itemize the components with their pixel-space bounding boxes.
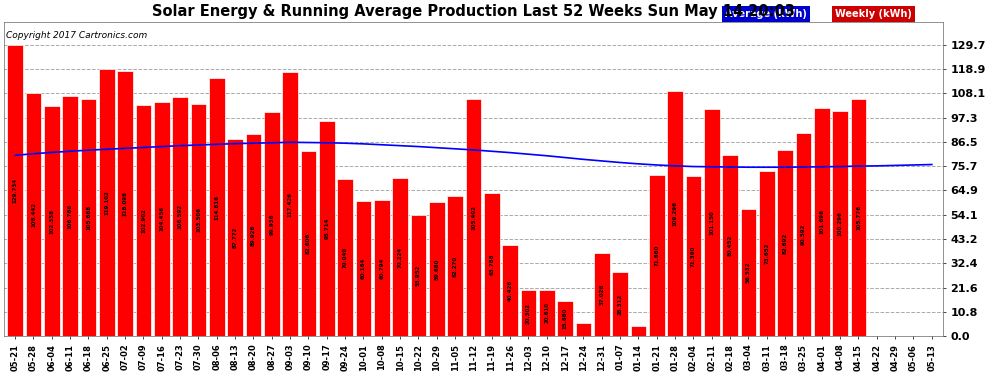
Bar xyxy=(209,78,225,336)
Bar xyxy=(521,291,537,336)
Text: 40.426: 40.426 xyxy=(508,280,513,301)
Text: 63.788: 63.788 xyxy=(489,254,494,275)
Bar xyxy=(557,301,573,336)
Text: 119.102: 119.102 xyxy=(104,190,109,215)
Text: 60.794: 60.794 xyxy=(379,257,384,279)
Bar xyxy=(539,290,554,336)
Bar xyxy=(833,111,848,336)
Text: 20.302: 20.302 xyxy=(526,303,531,324)
Text: 105.776: 105.776 xyxy=(856,205,861,230)
Text: 20.610: 20.610 xyxy=(544,302,549,323)
Bar xyxy=(667,91,683,336)
Bar xyxy=(594,253,610,336)
Bar xyxy=(447,196,463,336)
Text: 28.312: 28.312 xyxy=(618,294,623,315)
Text: 15.680: 15.680 xyxy=(562,308,567,329)
Text: 118.098: 118.098 xyxy=(123,191,128,216)
Bar xyxy=(7,45,23,336)
Bar xyxy=(411,215,427,336)
Text: 106.766: 106.766 xyxy=(67,204,72,229)
Bar xyxy=(154,102,169,336)
Text: 103.506: 103.506 xyxy=(196,207,201,232)
Bar xyxy=(741,209,756,336)
Text: 102.902: 102.902 xyxy=(141,208,146,233)
Text: 37.026: 37.026 xyxy=(599,284,604,305)
Bar xyxy=(118,71,133,336)
Text: 109.296: 109.296 xyxy=(672,201,678,226)
Text: 71.660: 71.660 xyxy=(654,245,659,266)
Bar xyxy=(264,112,279,336)
Title: Solar Energy & Running Average Production Last 52 Weeks Sun May 14 20:03: Solar Energy & Running Average Productio… xyxy=(152,4,795,19)
Bar xyxy=(850,99,866,336)
Text: 53.952: 53.952 xyxy=(416,265,421,286)
Text: Copyright 2017 Cartronics.com: Copyright 2017 Cartronics.com xyxy=(6,31,148,40)
Bar xyxy=(796,133,811,336)
Bar xyxy=(392,178,408,336)
Bar xyxy=(191,104,206,336)
Bar xyxy=(613,273,628,336)
Bar xyxy=(26,93,42,336)
Bar xyxy=(631,326,646,336)
Text: Weekly (kWh): Weekly (kWh) xyxy=(835,9,912,19)
Text: 114.816: 114.816 xyxy=(214,195,220,220)
Text: 101.150: 101.150 xyxy=(709,210,715,235)
Bar xyxy=(81,99,96,336)
Bar xyxy=(228,139,243,336)
Text: 90.592: 90.592 xyxy=(801,224,806,245)
Text: 82.606: 82.606 xyxy=(306,233,311,254)
Bar xyxy=(704,109,720,336)
Bar xyxy=(338,179,353,336)
Text: 87.772: 87.772 xyxy=(233,227,238,248)
Text: 73.652: 73.652 xyxy=(764,243,769,264)
Text: 99.936: 99.936 xyxy=(269,213,274,235)
Bar xyxy=(319,121,335,336)
Text: 129.734: 129.734 xyxy=(13,178,18,203)
Text: 62.270: 62.270 xyxy=(452,256,457,277)
Text: 106.592: 106.592 xyxy=(177,204,183,229)
Bar xyxy=(99,69,115,336)
Text: Average (kWh): Average (kWh) xyxy=(725,9,807,19)
Text: 89.926: 89.926 xyxy=(251,224,256,246)
Bar xyxy=(484,193,500,336)
Text: 56.532: 56.532 xyxy=(746,262,751,283)
Text: 102.358: 102.358 xyxy=(50,209,54,234)
Text: 60.164: 60.164 xyxy=(361,258,366,279)
Bar xyxy=(777,150,793,336)
Bar xyxy=(502,245,518,336)
Text: 70.040: 70.040 xyxy=(343,247,347,268)
Text: 117.426: 117.426 xyxy=(288,192,293,217)
Bar xyxy=(686,176,701,336)
Bar xyxy=(374,200,390,336)
Bar xyxy=(649,175,664,336)
Text: 95.714: 95.714 xyxy=(325,218,330,239)
Text: 100.296: 100.296 xyxy=(838,211,842,236)
Text: 82.692: 82.692 xyxy=(783,232,788,254)
Text: 105.402: 105.402 xyxy=(471,205,476,230)
Text: 80.452: 80.452 xyxy=(728,235,733,256)
Bar xyxy=(723,155,738,336)
Bar xyxy=(301,151,316,336)
Bar xyxy=(172,97,188,336)
Text: 104.456: 104.456 xyxy=(159,206,164,231)
Text: 101.696: 101.696 xyxy=(820,209,825,234)
Bar xyxy=(44,106,59,336)
Bar xyxy=(62,96,78,336)
Bar xyxy=(355,201,371,336)
Bar xyxy=(429,202,445,336)
Text: 59.680: 59.680 xyxy=(435,258,440,280)
Text: 71.360: 71.360 xyxy=(691,245,696,267)
Text: 105.668: 105.668 xyxy=(86,205,91,230)
Text: 70.224: 70.224 xyxy=(398,247,403,268)
Bar xyxy=(465,99,481,336)
Bar xyxy=(576,323,591,336)
Bar xyxy=(136,105,151,336)
Bar xyxy=(282,72,298,336)
Bar xyxy=(814,108,830,336)
Text: 108.442: 108.442 xyxy=(31,202,36,227)
Bar xyxy=(246,134,261,336)
Bar xyxy=(759,171,774,336)
